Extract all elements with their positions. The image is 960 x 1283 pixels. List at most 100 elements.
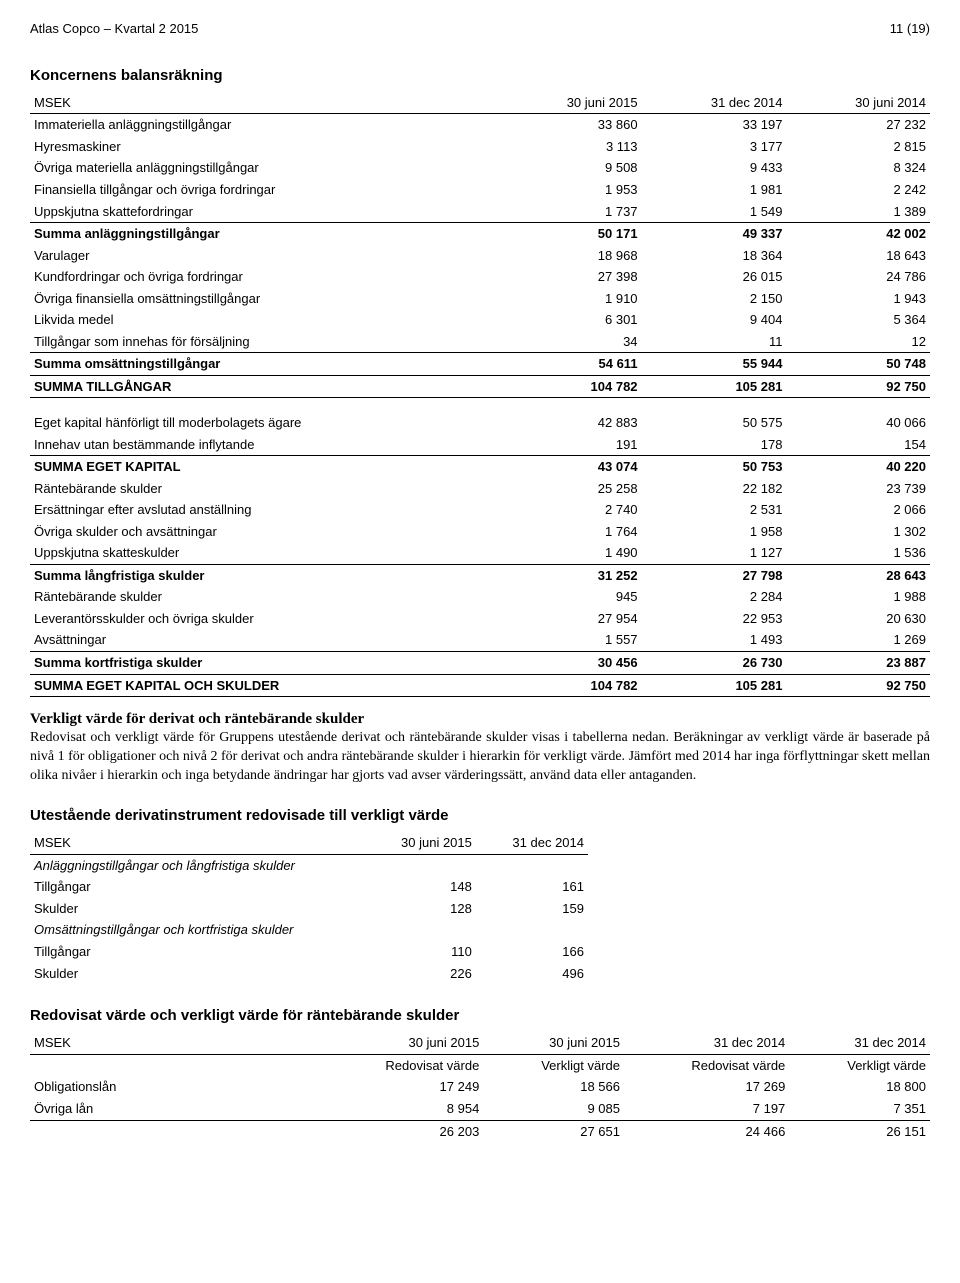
table-row: Likvida medel6 3019 4045 364	[30, 309, 930, 331]
table-row: Leverantörsskulder och övriga skulder27 …	[30, 608, 930, 630]
cell-value: 1 536	[786, 542, 930, 564]
cell-value: 1 764	[498, 521, 642, 543]
row-label: Summa anläggningstillgångar	[30, 223, 498, 245]
cell-value: 1 549	[642, 201, 787, 223]
table-row: Summa anläggningstillgångar50 17149 3374…	[30, 223, 930, 245]
row-label: Eget kapital hänförligt till moderbolage…	[30, 412, 498, 434]
table-row: Immateriella anläggningstillgångar33 860…	[30, 114, 930, 136]
doc-header-left: Atlas Copco – Kvartal 2 2015	[30, 20, 198, 38]
table-row: Anläggningstillgångar och långfristiga s…	[30, 854, 588, 876]
cell-value: 30 456	[498, 651, 642, 674]
table-row: Övriga finansiella omsättningstillgångar…	[30, 288, 930, 310]
cell-value: 1 127	[642, 542, 787, 564]
cell-value: 3 113	[498, 136, 642, 158]
table-row: Övriga skulder och avsättningar1 7641 95…	[30, 521, 930, 543]
col-header: 31 dec 2014	[789, 1032, 930, 1054]
cell-value: 178	[642, 434, 787, 456]
table-row: Räntebärande skulder25 25822 18223 739	[30, 478, 930, 500]
cell-value: 2 815	[786, 136, 930, 158]
table-row: Övriga materiella anläggningstillgångar9…	[30, 157, 930, 179]
row-label: Tillgångar	[30, 876, 365, 898]
cell-value: 26 730	[642, 651, 787, 674]
row-label: Räntebärande skulder	[30, 586, 498, 608]
cell-value	[476, 854, 588, 876]
cell-value: 1 953	[498, 179, 642, 201]
row-label: SUMMA EGET KAPITAL OCH SKULDER	[30, 674, 498, 697]
cell-value: 26 203	[318, 1120, 483, 1142]
cell-value: 27 954	[498, 608, 642, 630]
col-header: 30 juni 2015	[318, 1032, 483, 1054]
row-label: Anläggningstillgångar och långfristiga s…	[30, 854, 365, 876]
col-header: 30 juni 2015	[483, 1032, 624, 1054]
cell-value: 1 302	[786, 521, 930, 543]
table-row: 26 20327 65124 46626 151	[30, 1120, 930, 1142]
cell-value: 104 782	[498, 674, 642, 697]
cell-value: 18 364	[642, 245, 787, 267]
cell-value: 49 337	[642, 223, 787, 245]
table-row: Hyresmaskiner3 1133 1772 815	[30, 136, 930, 158]
row-label: Leverantörsskulder och övriga skulder	[30, 608, 498, 630]
col-header: Redovisat värde	[318, 1054, 483, 1076]
col-header: Redovisat värde	[624, 1054, 789, 1076]
row-label: Innehav utan bestämmande inflytande	[30, 434, 498, 456]
row-label: Skulder	[30, 963, 365, 985]
cell-value: 12	[786, 331, 930, 353]
table-row: Obligationslån17 24918 56617 26918 800	[30, 1076, 930, 1098]
row-label: Övriga materiella anläggningstillgångar	[30, 157, 498, 179]
table-row: Avsättningar1 5571 4931 269	[30, 629, 930, 651]
table-row: SUMMA EGET KAPITAL OCH SKULDER104 782105…	[30, 674, 930, 697]
row-label	[30, 1120, 318, 1142]
cell-value: 54 611	[498, 353, 642, 376]
table-row: Summa omsättningstillgångar54 61155 9445…	[30, 353, 930, 376]
cell-value: 148	[365, 876, 476, 898]
table-row: Uppskjutna skattefordringar1 7371 5491 3…	[30, 201, 930, 223]
row-label: Varulager	[30, 245, 498, 267]
cell-value: 50 575	[642, 412, 787, 434]
cell-value: 8 954	[318, 1098, 483, 1120]
row-label: Uppskjutna skattefordringar	[30, 201, 498, 223]
cell-value: 22 182	[642, 478, 787, 500]
fv-heading: Verkligt värde för derivat och räntebära…	[30, 709, 930, 729]
col-header: 31 dec 2014	[476, 832, 588, 854]
row-label: SUMMA EGET KAPITAL	[30, 456, 498, 478]
table-row: Varulager18 96818 36418 643	[30, 245, 930, 267]
cell-value: 42 002	[786, 223, 930, 245]
cell-value: 1 269	[786, 629, 930, 651]
col-label: MSEK	[30, 1032, 318, 1054]
cell-value: 22 953	[642, 608, 787, 630]
cell-value: 945	[498, 586, 642, 608]
balance-title: Koncernens balansräkning	[30, 66, 930, 86]
table-row: Finansiella tillgångar och övriga fordri…	[30, 179, 930, 201]
cell-value: 1 988	[786, 586, 930, 608]
col-label: MSEK	[30, 832, 365, 854]
row-label: Kundfordringar och övriga fordringar	[30, 266, 498, 288]
table-row: SUMMA EGET KAPITAL43 07450 75340 220	[30, 456, 930, 478]
cell-value: 9 508	[498, 157, 642, 179]
table-row: Innehav utan bestämmande inflytande19117…	[30, 434, 930, 456]
cell-value: 17 249	[318, 1076, 483, 1098]
cell-value: 7 197	[624, 1098, 789, 1120]
row-label: Summa långfristiga skulder	[30, 564, 498, 586]
cell-value: 26 151	[789, 1120, 930, 1142]
derivatives-table: MSEK30 juni 201531 dec 2014 Anläggningst…	[30, 832, 588, 984]
row-label: Skulder	[30, 898, 365, 920]
cell-value: 43 074	[498, 456, 642, 478]
row-label: Tillgångar	[30, 941, 365, 963]
cell-value: 27 398	[498, 266, 642, 288]
cell-value: 18 800	[789, 1076, 930, 1098]
table-row: Tillgångar110166	[30, 941, 588, 963]
row-label: Övriga skulder och avsättningar	[30, 521, 498, 543]
row-label: Immateriella anläggningstillgångar	[30, 114, 498, 136]
cell-value: 33 860	[498, 114, 642, 136]
cell-value: 25 258	[498, 478, 642, 500]
cell-value: 1 389	[786, 201, 930, 223]
cell-value: 24 466	[624, 1120, 789, 1142]
cell-value: 1 958	[642, 521, 787, 543]
table-row: Summa långfristiga skulder31 25227 79828…	[30, 564, 930, 586]
derivatives-title: Utestående derivatinstrument redovisade …	[30, 806, 930, 826]
cell-value: 191	[498, 434, 642, 456]
col-header: 30 juni 2015	[498, 92, 642, 114]
table-row: Uppskjutna skatteskulder1 4901 1271 536	[30, 542, 930, 564]
debt-table: MSEK30 juni 201530 juni 201531 dec 20143…	[30, 1032, 930, 1142]
table-row: SUMMA TILLGÅNGAR104 782105 28192 750	[30, 375, 930, 398]
